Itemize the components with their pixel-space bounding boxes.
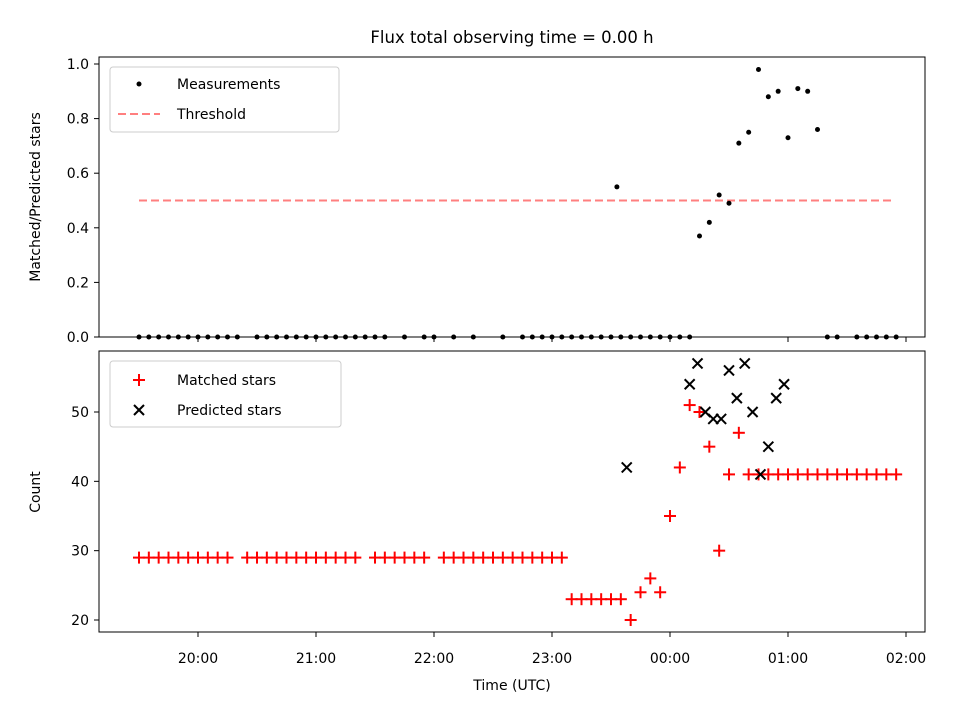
predicted-star-stroke-b [731, 392, 743, 404]
matched-star-point [644, 572, 657, 585]
bottom-y-ticks: 20 30 40 50 [71, 405, 99, 629]
bottom-x-tick-label: 23:00 [532, 651, 572, 667]
predicted-star-stroke-b [739, 357, 751, 370]
measurement-point [706, 219, 712, 225]
predicted-star-point [762, 440, 775, 453]
bottom-x-tick-label: 20:00 [178, 651, 218, 667]
top-y-tick-label: 0.4 [67, 221, 89, 237]
matched-star-point [634, 586, 647, 599]
predicted-star-point [731, 392, 743, 404]
predicted-star-stroke-b [762, 440, 775, 453]
predicted-star-stroke-b [621, 461, 633, 474]
measurement-point [756, 66, 761, 72]
predicted-star-point [770, 392, 782, 404]
predicted-star-point [739, 357, 751, 370]
top-y-tick-label: 1.0 [67, 57, 89, 73]
legend-label-threshold: Threshold [176, 107, 246, 123]
bottom-y-tick-label: 30 [71, 544, 89, 560]
matched-star-point [683, 399, 696, 412]
predicted-star-point [621, 461, 633, 474]
matched-star-point [890, 468, 903, 481]
measurement-point [775, 88, 781, 94]
matched-star-point [418, 551, 431, 564]
predicted-star-stroke-b [746, 406, 759, 418]
predicted-star-point [746, 406, 759, 418]
legend-label-matched: Matched stars [177, 373, 276, 389]
legend-marker-predicted [133, 404, 145, 416]
legend-marker-matched [133, 374, 145, 386]
measurement-point [805, 88, 811, 94]
bottom-x-tick-label: 00:00 [650, 651, 690, 667]
measurement-point [746, 129, 752, 135]
measurement-point [726, 200, 732, 206]
predicted-star-stroke-b [715, 413, 727, 425]
bottom-x-tick-label: 22:00 [414, 651, 454, 667]
matched-star-point [693, 406, 706, 418]
predicted-star-stroke-b [770, 392, 782, 404]
predicted-star-stroke-b [778, 378, 790, 390]
measurement-point [795, 86, 801, 92]
matched-star-point [624, 614, 637, 626]
matched-star-point [703, 440, 716, 453]
predicted-star-stroke-b [723, 364, 735, 377]
matched-stars-points [133, 399, 903, 626]
measurement-point [697, 233, 702, 239]
top-y-tick-label: 0.2 [67, 275, 89, 291]
top-y-tick-label: 0.6 [67, 166, 89, 182]
matched-star-point [555, 551, 568, 564]
matched-star-point [221, 551, 234, 564]
top-axes-frame [98, 56, 926, 338]
bottom-y-tick-label: 40 [71, 474, 89, 490]
predicted-star-stroke-b [699, 406, 712, 418]
top-legend: Measurements Threshold [109, 66, 340, 133]
bottom-legend-box [109, 360, 342, 428]
predicted-star-stroke-b [683, 378, 696, 390]
bottom-x-tick-label: 02:00 [886, 651, 926, 667]
measurement-point [614, 184, 620, 190]
measurement-point [716, 192, 722, 198]
top-y-tick-label: 0.8 [67, 112, 89, 128]
predicted-star-point [691, 357, 704, 370]
measurement-point [765, 94, 771, 100]
measurement-point [736, 140, 742, 146]
predicted-star-point [723, 364, 735, 377]
matched-star-point [713, 544, 726, 557]
predicted-star-point [715, 413, 727, 425]
x-axis-label: Time (UTC) [472, 678, 550, 694]
top-subplot: 0.0 0.2 0.4 0.6 0.8 1.0 Matched/Predicted sta… [28, 56, 926, 346]
predicted-stars-points [621, 357, 790, 481]
matched-star-point [673, 461, 686, 474]
matched-star-point [654, 586, 667, 599]
predicted-star-stroke-b [691, 357, 704, 370]
predicted-star-point [778, 378, 790, 390]
top-y-ticks: 0.0 0.2 0.4 0.6 0.8 1.0 [67, 57, 99, 346]
bottom-x-ticks: 20:00 21:00 22:00 23:00 00:00 01:00 02:00 [178, 632, 926, 667]
top-y-tick-label: 0.0 [67, 330, 89, 346]
legend-label-measurements: Measurements [177, 77, 280, 93]
matched-star-point [349, 551, 362, 564]
matched-star-point [664, 510, 676, 522]
measurement-point [785, 135, 791, 141]
matched-star-point [723, 468, 735, 481]
top-legend-box [109, 66, 340, 133]
bottom-y-tick-label: 20 [71, 613, 89, 629]
bottom-x-tick-label: 01:00 [768, 651, 808, 667]
bottom-x-tick-label: 21:00 [296, 651, 336, 667]
predicted-star-stroke-b [754, 468, 767, 481]
predicted-star-point [683, 378, 696, 390]
legend-marker-measurements [136, 81, 142, 87]
bottom-axes-frame [98, 350, 926, 633]
bottom-legend: Matched stars Predicted stars [109, 360, 342, 428]
bottom-subplot: 20 30 40 50 20:00 21:00 22:00 23:00 00:00 01:00 0… [28, 350, 926, 694]
measurement-point [815, 127, 820, 133]
matched-star-point [614, 593, 627, 606]
predicted-star-point [754, 468, 767, 481]
chart-title: Flux total observing time = 0.00 h [370, 28, 653, 47]
matched-star-point [732, 426, 745, 439]
legend-label-predicted: Predicted stars [177, 403, 282, 419]
top-y-axis-label: Matched/Predicted stars [28, 112, 44, 282]
bottom-y-axis-label: Count [28, 471, 44, 513]
bottom-y-tick-label: 50 [71, 405, 89, 421]
